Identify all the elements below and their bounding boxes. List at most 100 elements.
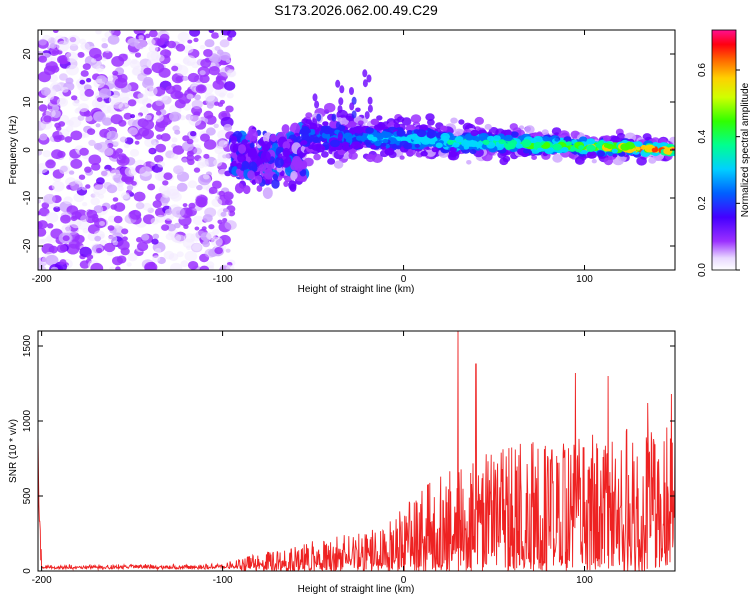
heatmap-cell [183, 233, 196, 243]
heatmap-cell [94, 235, 102, 242]
heatmap-cell [110, 114, 123, 125]
heatmap-cell [78, 174, 86, 180]
heatmap-cell [96, 97, 103, 102]
heatmap-cell [146, 103, 152, 108]
heatmap-cell [176, 182, 188, 192]
heatmap-cell [182, 203, 188, 208]
heatmap-cell [61, 86, 69, 93]
heatmap-cell [84, 166, 92, 173]
snr-frame [37, 330, 676, 572]
heatmap-cell [327, 158, 336, 165]
heatmap-cell [195, 84, 207, 94]
heatmap-cell [537, 147, 543, 152]
heatmap-cell [193, 147, 202, 155]
heatmap-cell [65, 64, 79, 76]
heatmap-cell [264, 168, 274, 180]
x-tick-label: 100 [576, 274, 593, 285]
heatmap-cell [165, 233, 175, 241]
heatmap-cell [43, 115, 52, 123]
heatmap-cell [144, 85, 158, 97]
heatmap-cell [113, 215, 123, 224]
heatmap-cell [652, 141, 659, 147]
heatmap-cell [371, 136, 378, 142]
heatmap-cell [70, 215, 78, 222]
heatmap-cell [173, 165, 184, 175]
heatmap-cell [68, 170, 75, 175]
heatmap-cell [403, 142, 413, 150]
heatmap-cell [123, 112, 132, 120]
heatmap-cell [160, 133, 171, 142]
heatmap-cell [469, 149, 477, 155]
heatmap-cell [172, 145, 185, 155]
heatmap-cell [186, 138, 194, 145]
heatmap-cell [130, 114, 136, 119]
heatmap-cell [172, 84, 182, 93]
heatmap-cell [591, 159, 597, 164]
heatmap-cell [66, 243, 80, 255]
colorbar: 0.0 0.2 0.4 0.6 Normalized spectral amplitu… [697, 29, 750, 277]
heatmap-cell [163, 172, 173, 180]
heatmap-cell [202, 214, 213, 223]
y-tick-label: 1500 [22, 334, 33, 357]
heatmap-cell [364, 111, 370, 120]
heatmap-cell [177, 31, 190, 42]
heatmap-cell [103, 242, 116, 253]
heatmap-cell [53, 30, 59, 33]
heatmap-cell [93, 142, 103, 150]
heatmap-cell [230, 135, 238, 144]
heatmap-cell [579, 136, 588, 143]
heatmap-cell [139, 166, 152, 177]
heatmap-cell [80, 215, 89, 222]
heatmap-cell [278, 153, 283, 159]
heatmap-cell [381, 142, 387, 147]
heatmap-cell [70, 130, 83, 141]
heatmap-cell [154, 155, 164, 163]
heatmap-cell [283, 180, 289, 187]
heatmap-cell [129, 149, 140, 157]
heatmap-cell [50, 82, 62, 92]
heatmap-cell [77, 115, 85, 121]
heatmap-cell [203, 153, 210, 159]
heatmap-cell [533, 141, 542, 149]
heatmap-cell [174, 234, 186, 244]
heatmap-cell [524, 125, 535, 134]
heatmap-cell [203, 139, 217, 150]
heatmap-cell [102, 117, 113, 126]
heatmap-cell [157, 161, 166, 168]
spectrogram-blobs [38, 30, 675, 270]
heatmap-cell [49, 43, 57, 49]
colorbar-ticks: 0.0 0.2 0.4 0.6 [697, 63, 740, 277]
heatmap-cell [107, 225, 115, 231]
heatmap-cell [510, 131, 519, 138]
heatmap-cell [104, 48, 111, 53]
heatmap-cell [64, 136, 73, 143]
heatmap-cell [107, 34, 120, 45]
heatmap-cell [611, 148, 618, 154]
heatmap-cell [208, 66, 220, 76]
heatmap-cell [82, 227, 90, 234]
heatmap-cell [63, 196, 73, 205]
heatmap-cell [170, 262, 183, 270]
heatmap-cell [337, 105, 343, 114]
heatmap-cell [38, 227, 47, 237]
heatmap-cell [208, 224, 215, 230]
heatmap-cell [149, 148, 155, 154]
heatmap-cell [146, 50, 159, 61]
heatmap-cell [290, 172, 297, 181]
heatmap-cell [50, 266, 59, 270]
heatmap-cell [54, 203, 60, 208]
heatmap-cell [410, 133, 420, 141]
y-tick-label: 0 [22, 568, 33, 574]
heatmap-cell [56, 244, 68, 253]
heatmap-cell [38, 221, 43, 229]
heatmap-cell [88, 154, 102, 166]
heatmap-cell [88, 139, 96, 146]
heatmap-cell [127, 119, 137, 127]
heatmap-cell [50, 65, 60, 73]
heatmap-cell [624, 141, 635, 150]
heatmap-cell [362, 69, 368, 78]
heatmap-cell [323, 128, 332, 135]
heatmap-cell [202, 173, 210, 180]
heatmap-cell [204, 93, 215, 102]
heatmap-cell [595, 143, 600, 148]
